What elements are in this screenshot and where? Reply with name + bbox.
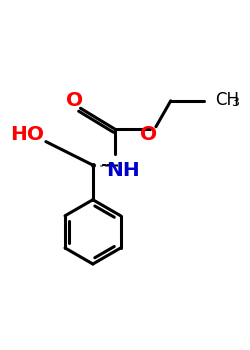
Text: HO: HO [10,125,44,144]
Text: CH: CH [215,91,239,108]
Text: 3: 3 [231,96,239,109]
Text: NH: NH [106,161,140,180]
Text: O: O [140,125,157,144]
Text: O: O [66,91,83,110]
